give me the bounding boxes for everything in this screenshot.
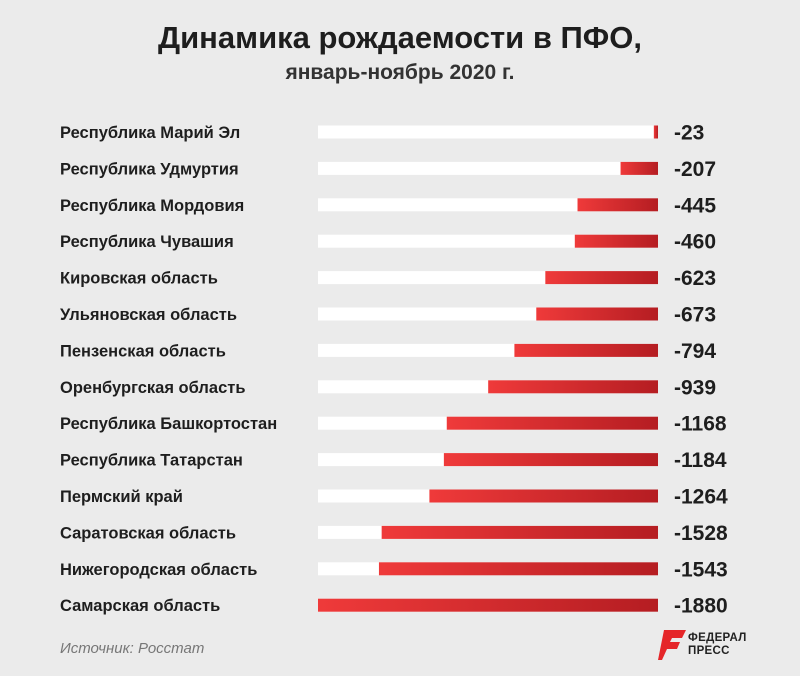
value-label: -445: [674, 194, 716, 217]
bar: [429, 489, 658, 503]
value-label: -794: [674, 340, 716, 363]
value-label: -1880: [674, 595, 728, 618]
bar-track: [318, 198, 658, 212]
category-label: Нижегородская область: [60, 561, 257, 579]
value-label: -1264: [674, 486, 728, 509]
chart-title: Динамика рождаемости в ПФО,: [158, 20, 642, 55]
bar-track: [318, 234, 658, 248]
bar: [378, 562, 658, 576]
bar: [536, 307, 658, 321]
value-label: -1543: [674, 558, 728, 581]
bar: [577, 198, 658, 212]
bar: [318, 598, 658, 612]
category-label: Самарская область: [60, 597, 220, 615]
bar: [443, 453, 658, 467]
category-label: Пермский край: [60, 488, 183, 506]
category-label: Пензенская область: [60, 342, 226, 360]
category-label: Ульяновская область: [60, 306, 237, 324]
value-label: -1528: [674, 522, 728, 545]
bar: [488, 380, 658, 394]
bar: [653, 125, 658, 139]
value-label: -1184: [674, 449, 727, 472]
category-label: Республика Татарстан: [60, 452, 243, 470]
bar-track: [318, 125, 658, 139]
value-label: -207: [674, 158, 716, 181]
source-note: Источник: Росстат: [60, 640, 205, 657]
bar: [381, 525, 658, 539]
category-label: Республика Чувашия: [60, 233, 234, 251]
category-label: Кировская область: [60, 270, 218, 288]
value-label: -623: [674, 267, 716, 290]
category-label: Республика Удмуртия: [60, 160, 239, 178]
value-label: -673: [674, 304, 716, 327]
bar: [446, 416, 658, 430]
bar: [620, 161, 658, 175]
value-label: -460: [674, 231, 716, 254]
value-label: -23: [674, 122, 704, 145]
logo-line-1: ФЕДЕРАЛ: [688, 632, 747, 644]
logo-line-2: ПРЕСС: [688, 645, 730, 657]
bar: [545, 271, 658, 285]
category-label: Республика Марий Эл: [60, 124, 240, 142]
federal-press-logo: ФЕДЕРАЛ ПРЕСС: [658, 628, 748, 664]
logo-text: ФЕДЕРАЛ ПРЕСС: [688, 632, 747, 658]
category-label: Республика Башкортостан: [60, 415, 277, 433]
category-label: Республика Мордовия: [60, 197, 244, 215]
bar: [514, 343, 658, 357]
bar-track: [318, 161, 658, 175]
federal-press-logo-icon: [658, 630, 686, 660]
category-label: Саратовская область: [60, 524, 236, 542]
category-label: Оренбургская область: [60, 379, 245, 397]
chart-subtitle: январь-ноябрь 2020 г.: [285, 61, 515, 84]
value-label: -939: [674, 376, 716, 399]
value-label: -1168: [674, 413, 727, 436]
bar: [574, 234, 658, 248]
